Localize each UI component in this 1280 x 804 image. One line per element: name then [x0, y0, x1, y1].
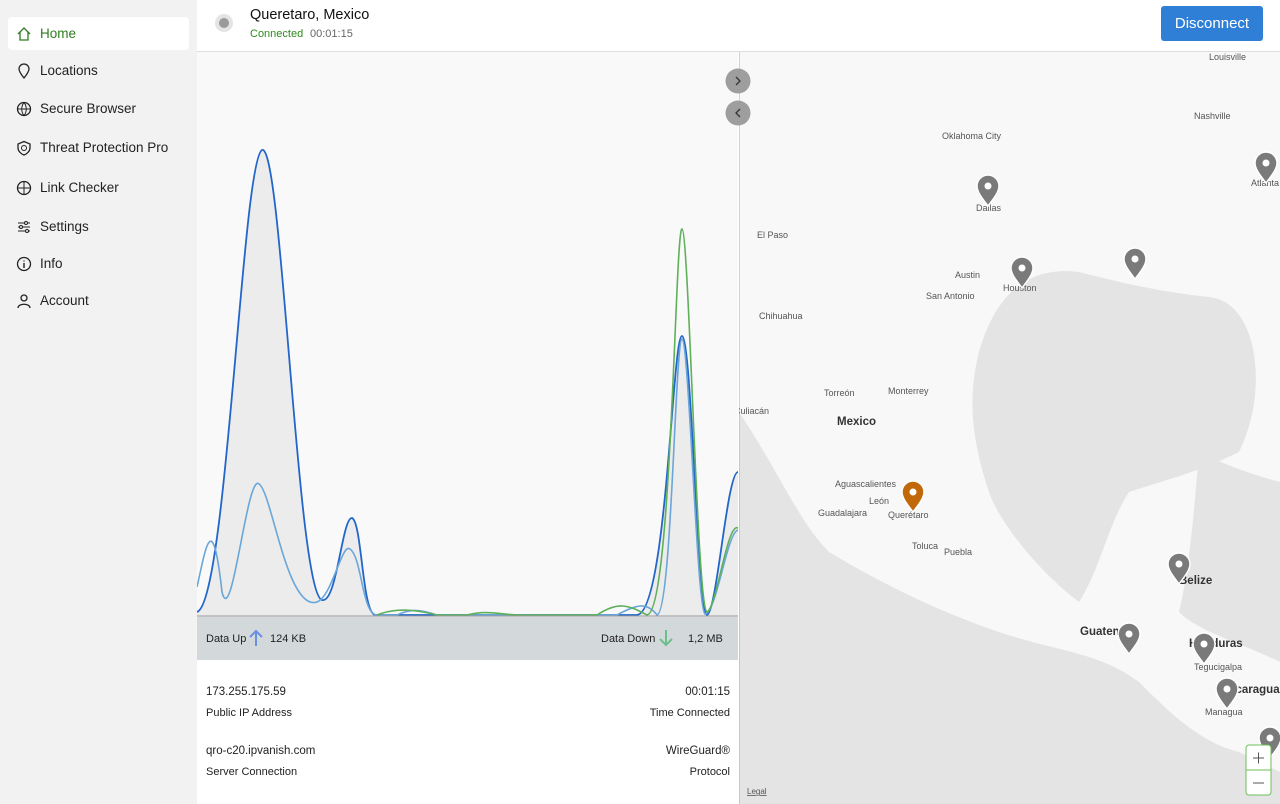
nav-item[interactable]: Threat Protection Pro: [8, 131, 189, 164]
nav-label: Secure Browser: [40, 101, 137, 116]
status-dot: [215, 14, 233, 32]
stats-bar: Data Up 124 KB Data Down 1,2 MB: [197, 617, 738, 660]
details: 173.255.175.59 Public IP Address 00:01:15 T…: [197, 660, 738, 804]
nav-icon: [16, 101, 32, 116]
map-label: Querétaro: [888, 510, 929, 520]
nav-icon: [18, 62, 30, 79]
nav-item[interactable]: Account: [8, 284, 189, 317]
map-label: Torreón: [824, 388, 855, 398]
nav-label: Info: [40, 256, 63, 271]
map-label: Oklahoma City: [942, 131, 1002, 141]
up-value: 124 KB: [270, 633, 307, 645]
nav-icon: [17, 140, 31, 156]
map-label: Guadalajara: [818, 508, 867, 518]
panel-toggles[interactable]: [724, 68, 752, 128]
header: Queretaro, Mexico Connected 00:01:15 Dis…: [197, 0, 1280, 52]
nav-label: Account: [40, 293, 89, 308]
detail-value: WireGuard®: [665, 745, 730, 757]
nav-item[interactable]: Info: [8, 247, 189, 280]
up-label: Data Up: [206, 633, 247, 645]
nav-icon: [18, 220, 30, 233]
sidebar: Home Locations Secure Browser Threat Protec…: [0, 0, 197, 804]
nav-label: Home: [40, 26, 77, 41]
map-label: Austin: [955, 270, 980, 280]
down-value: 1,2 MB: [688, 633, 723, 645]
down-arrow: [659, 630, 673, 647]
nav-item[interactable]: Home: [8, 17, 189, 50]
map-label: Culiacán: [739, 406, 769, 416]
map-label: Belize: [1179, 575, 1212, 587]
down-label: Data Down: [601, 633, 656, 645]
nav-item[interactable]: Link Checker: [8, 171, 189, 204]
nav-label: Locations: [40, 63, 98, 78]
map-label: Monterrey: [888, 386, 929, 396]
nav-item[interactable]: Secure Browser: [8, 92, 189, 125]
nav-label: Link Checker: [40, 180, 119, 195]
map-label: San Antonio: [926, 291, 975, 301]
map: Louisville Nashville Oklahoma City Dallas At…: [739, 52, 1280, 804]
nav-icon: [17, 26, 31, 41]
map-label: Houston: [1003, 283, 1037, 293]
up-arrow: [249, 629, 263, 646]
map-label: Dallas: [976, 203, 1002, 213]
nav-icon: [17, 293, 31, 308]
detail-label: Server Connection: [206, 766, 298, 778]
nav-icon: [16, 256, 32, 271]
map-label: Atlanta: [1251, 178, 1279, 188]
zoom-control[interactable]: [1245, 744, 1272, 796]
map-label: Aguascalientes: [835, 479, 897, 489]
map-label: Louisville: [1209, 52, 1246, 62]
map-label: Nashville: [1194, 111, 1231, 121]
location: Queretaro, Mexico: [250, 7, 370, 23]
map-label: Chihuahua: [759, 311, 803, 321]
map-label: Puebla: [944, 547, 972, 557]
map-label: Mexico: [837, 416, 876, 428]
status: Connected: [250, 28, 304, 40]
map-label: Tegucigalpa: [1194, 662, 1242, 672]
detail-label: Public IP Address: [206, 707, 293, 719]
map-label: Toluca: [912, 541, 938, 551]
nav-icon: [16, 180, 32, 195]
disconnect-button[interactable]: Disconnect: [1161, 6, 1263, 41]
detail-value: 173.255.175.59: [206, 686, 286, 698]
time: 00:01:15: [310, 28, 353, 40]
detail-label: Time Connected: [649, 707, 730, 719]
graph: [197, 52, 738, 617]
detail-value: qro-c20.ipvanish.com: [206, 745, 316, 757]
detail-value: 00:01:15: [685, 686, 730, 698]
nav-label: Settings: [40, 219, 89, 234]
map-label: El Paso: [757, 230, 788, 240]
map-label: Managua: [1205, 707, 1243, 717]
nav-item[interactable]: Locations: [8, 54, 189, 87]
nav-label: Threat Protection Pro: [40, 140, 169, 155]
map-label: León: [869, 496, 889, 506]
detail-label: Protocol: [689, 766, 730, 778]
nav-item[interactable]: Settings: [8, 210, 189, 243]
legal[interactable]: Legal: [747, 787, 767, 796]
